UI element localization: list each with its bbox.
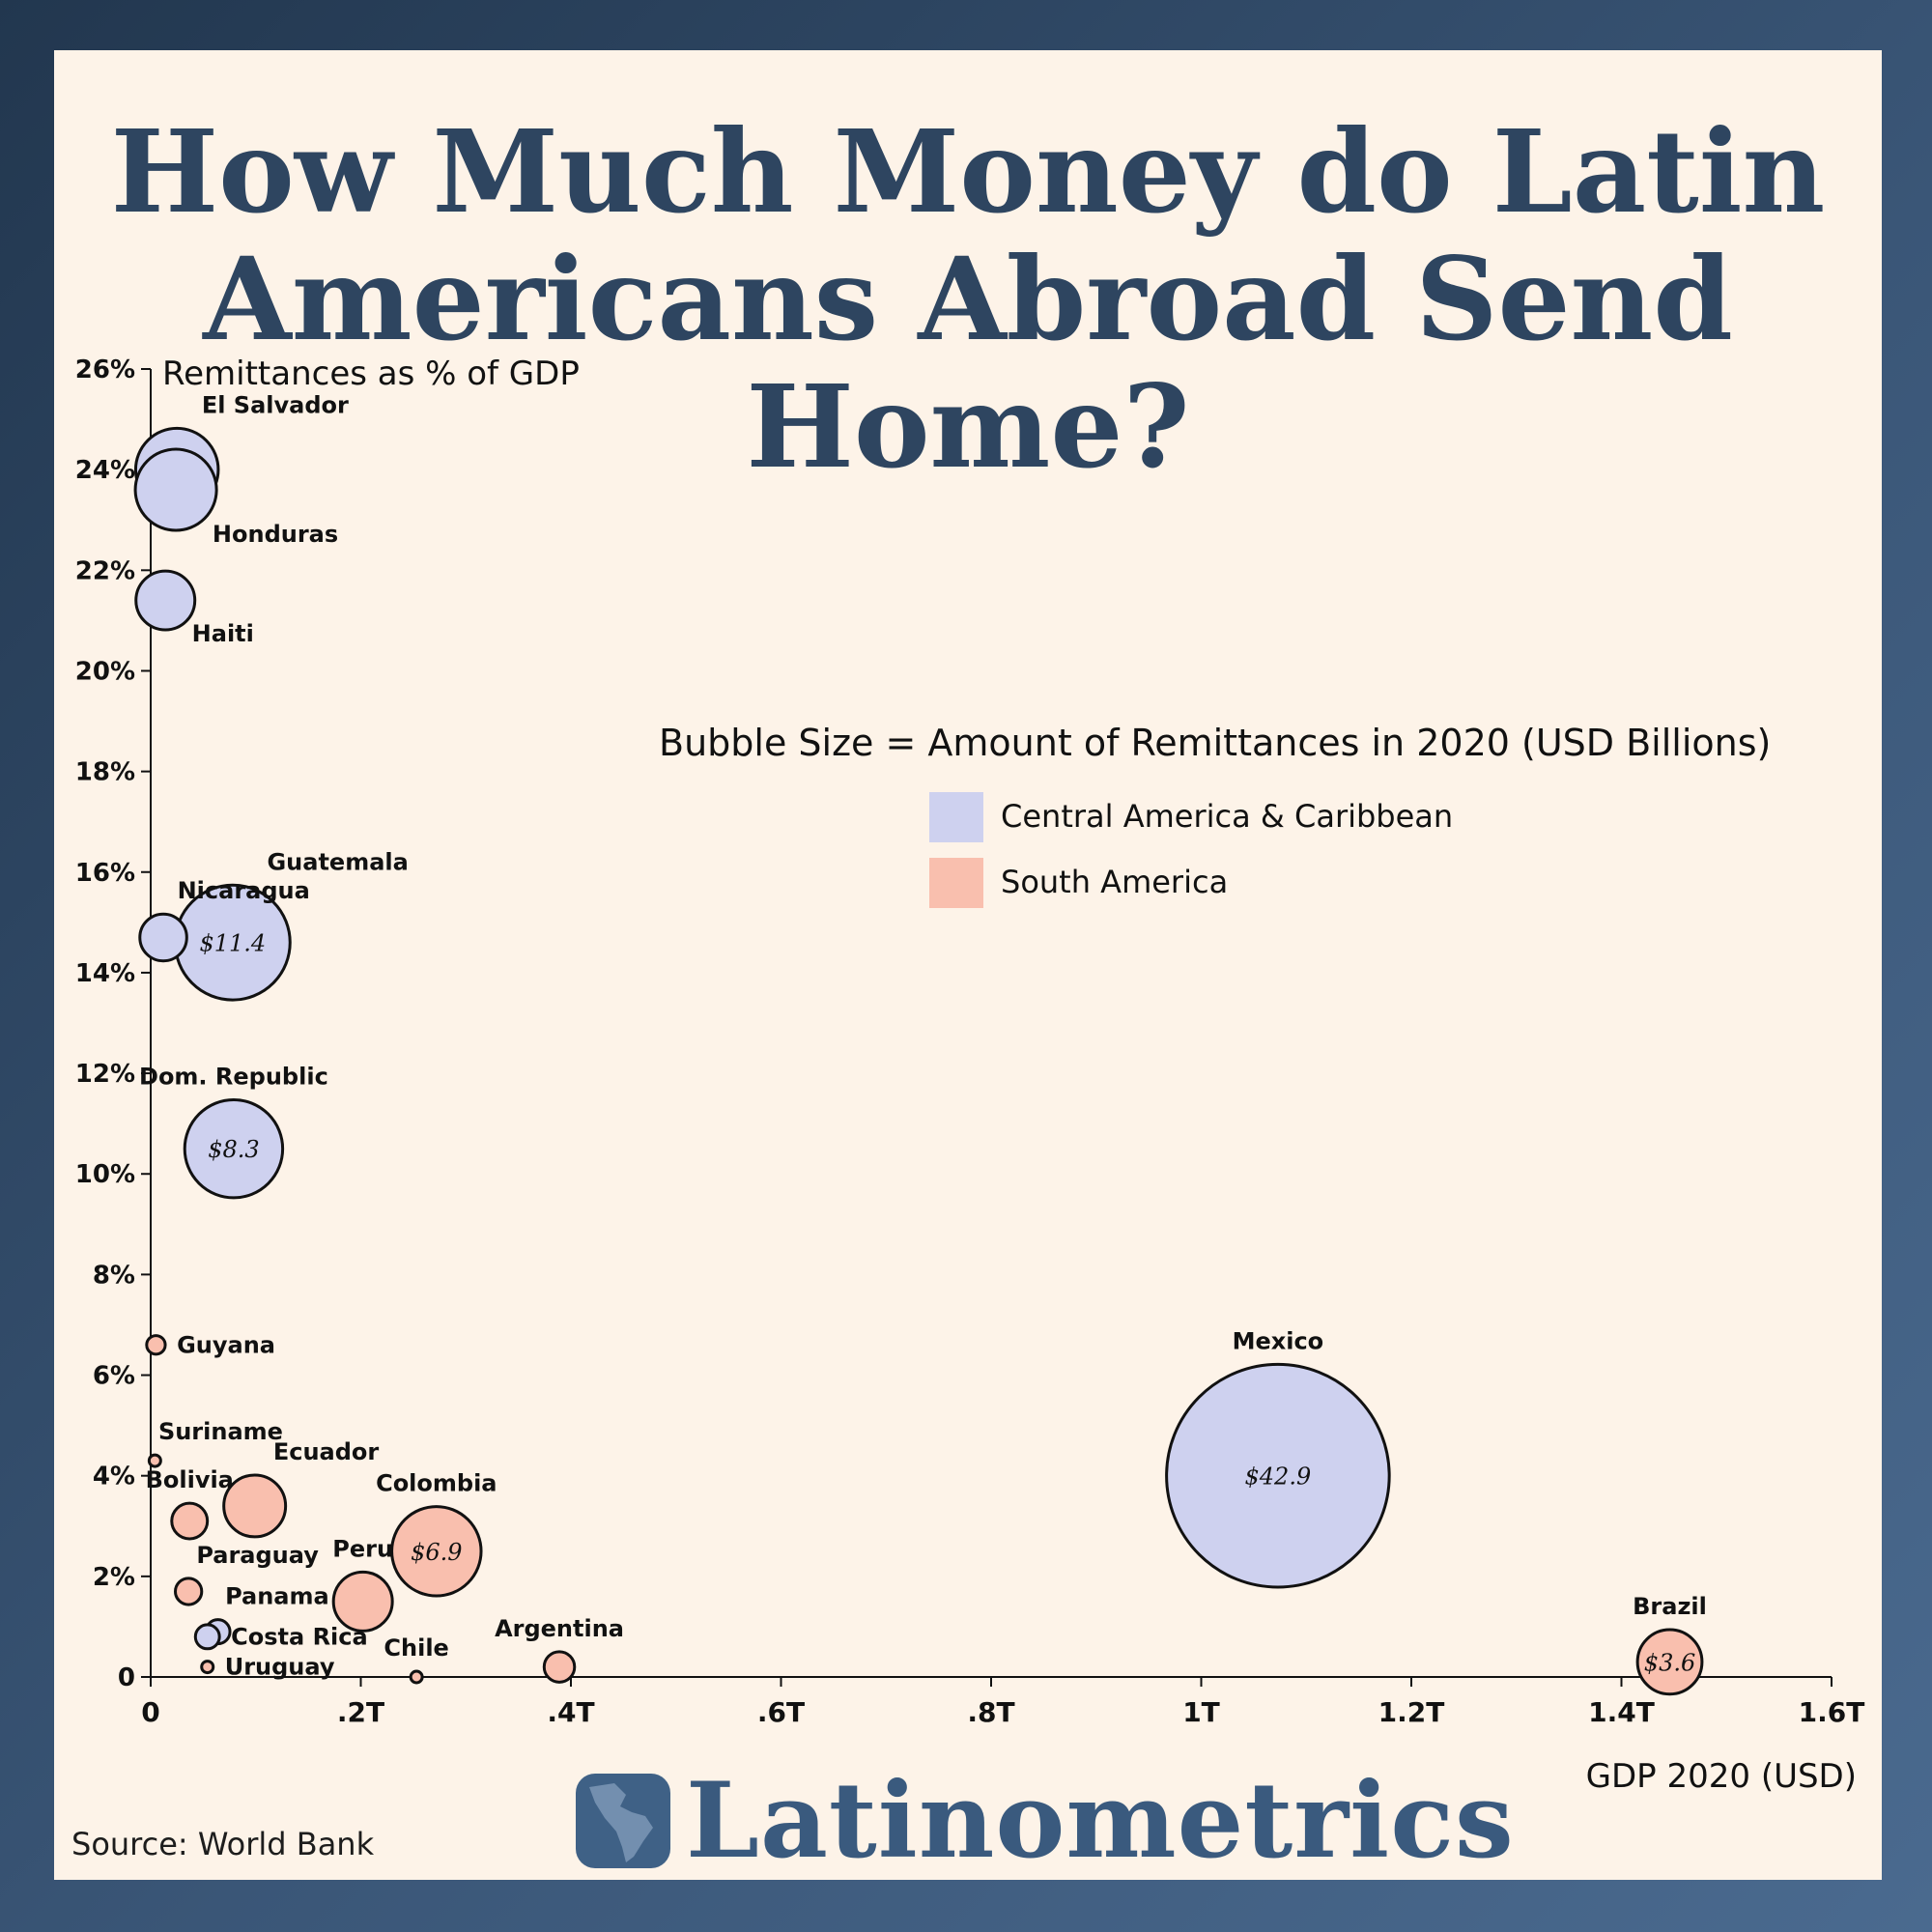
x-axis-title: GDP 2020 (USD) <box>1586 1757 1857 1796</box>
bubble-country-label: Haiti <box>192 620 254 647</box>
bubble-value-label: $6.9 <box>411 1539 462 1566</box>
brand-mark: Latinometrics <box>576 1760 1515 1882</box>
y-tick-label: 4% <box>93 1463 135 1492</box>
bubble <box>200 1660 215 1675</box>
y-tick-label: 12% <box>75 1060 135 1089</box>
bubble <box>542 1650 577 1684</box>
infographic-card: How Much Money do Latin Americans Abroad… <box>54 50 1882 1882</box>
bubble <box>193 1623 221 1651</box>
bubble <box>170 1501 210 1541</box>
x-tick-label: 1.2T <box>1378 1696 1445 1728</box>
title-line-2: Americans Abroad Send Home? <box>203 232 1733 494</box>
bubble-value-label: $11.4 <box>199 930 266 957</box>
bubble-chart: 0 2% 4% 6% 8% 10% 12% 14% 16% 18% 20% 22% 24% 26% 0 .2T… <box>75 355 1865 1796</box>
bubble <box>1165 1362 1391 1589</box>
x-tick-label: 1.4T <box>1588 1696 1655 1728</box>
y-tick-label: 22% <box>75 556 135 585</box>
bubble <box>183 1097 285 1200</box>
bubble-country-label: Colombia <box>376 1470 497 1497</box>
bubble-country-label: Uruguay <box>225 1654 335 1681</box>
x-tick-label: .2T <box>337 1696 384 1728</box>
bubble <box>409 1669 424 1685</box>
y-tick-label: 16% <box>75 859 135 888</box>
bubble <box>1635 1628 1704 1696</box>
bubble-value-label: $8.3 <box>208 1136 259 1163</box>
bubble-country-label: Costa Rica <box>231 1623 368 1650</box>
y-tick-label: 20% <box>75 657 135 686</box>
bubble-value-label: $42.9 <box>1245 1463 1312 1491</box>
bubble-country-label: Guatemala <box>267 848 408 875</box>
x-tick-label: .6T <box>757 1696 805 1728</box>
bubble <box>222 1473 288 1539</box>
y-tick-label: 10% <box>75 1160 135 1189</box>
bubble-country-label: Nicaragua <box>178 877 310 904</box>
bubble <box>145 1334 167 1356</box>
y-tick-label: 24% <box>75 456 135 485</box>
legend-label: South America <box>1001 864 1228 900</box>
bubble <box>174 1577 204 1606</box>
bubble <box>390 1505 483 1598</box>
bubble <box>138 912 188 963</box>
bubble <box>134 569 197 632</box>
bubble-country-label: Peru <box>332 1535 393 1562</box>
legend-swatch <box>929 858 983 908</box>
chart-legend: Bubble Size = Amount of Remittances in 2… <box>659 722 1771 908</box>
bubble-country-label: Brazil <box>1633 1593 1707 1620</box>
brand-name: Latinometrics <box>686 1760 1515 1882</box>
bubble-country-label: Chile <box>384 1634 448 1662</box>
y-tick-label: 14% <box>75 959 135 988</box>
y-tick-label: 26% <box>75 355 135 384</box>
y-tick-label: 2% <box>93 1563 135 1592</box>
title-line-1: How Much Money do Latin <box>110 104 1826 239</box>
bubble-label-layer: Honduras El Salvador Haiti NicaraguaGuatema… <box>139 391 1707 1680</box>
bubble-country-label: Honduras <box>213 521 338 548</box>
bubble-size-note: Bubble Size = Amount of Remittances in 2… <box>659 722 1771 764</box>
x-tick-label: 1.6T <box>1799 1696 1865 1728</box>
bubble-country-label: Suriname <box>158 1418 283 1445</box>
y-tick-label: 6% <box>93 1362 135 1391</box>
bubble <box>133 447 218 532</box>
bubble-country-label: Bolivia <box>146 1466 234 1493</box>
bubble-country-label: Paraguay <box>196 1542 319 1569</box>
bubble-country-label: Dom. Republic <box>139 1063 328 1090</box>
x-tick-label: .8T <box>967 1696 1014 1728</box>
y-tick-label: 0 <box>118 1663 135 1692</box>
legend-label: Central America & Caribbean <box>1001 798 1453 835</box>
y-axis-title: Remittances as % of GDP <box>162 355 580 393</box>
bubble <box>331 1570 394 1633</box>
bubble-country-label: El Salvador <box>202 391 349 418</box>
bubble-country-label: Panama <box>225 1583 329 1610</box>
bubble-country-label: Ecuador <box>273 1438 380 1465</box>
x-tick-label: 1T <box>1182 1696 1220 1728</box>
source-note: Source: World Bank <box>71 1826 375 1862</box>
legend-swatch <box>929 792 983 842</box>
bubble-value-label: $3.6 <box>1644 1649 1695 1676</box>
y-tick-label: 18% <box>75 758 135 787</box>
x-tick-label: .4T <box>547 1696 594 1728</box>
chart-axes: 0 2% 4% 6% 8% 10% 12% 14% 16% 18% 20% 22% 24% 26% 0 .2T… <box>75 355 1865 1796</box>
bubble-country-label: Argentina <box>495 1615 624 1642</box>
page-title: How Much Money do Latin Americans Abroad… <box>54 108 1882 491</box>
x-tick-label: 0 <box>141 1696 159 1728</box>
bubble-country-label: Guyana <box>177 1331 275 1358</box>
bubble-country-label: Mexico <box>1233 1327 1324 1354</box>
y-tick-label: 8% <box>93 1261 135 1290</box>
bubble-layer: $42.9$11.4$8.3$6.9$5.9$3.6 <box>133 426 1704 1696</box>
bubble <box>147 1453 162 1468</box>
latin-america-map-icon <box>576 1774 670 1868</box>
